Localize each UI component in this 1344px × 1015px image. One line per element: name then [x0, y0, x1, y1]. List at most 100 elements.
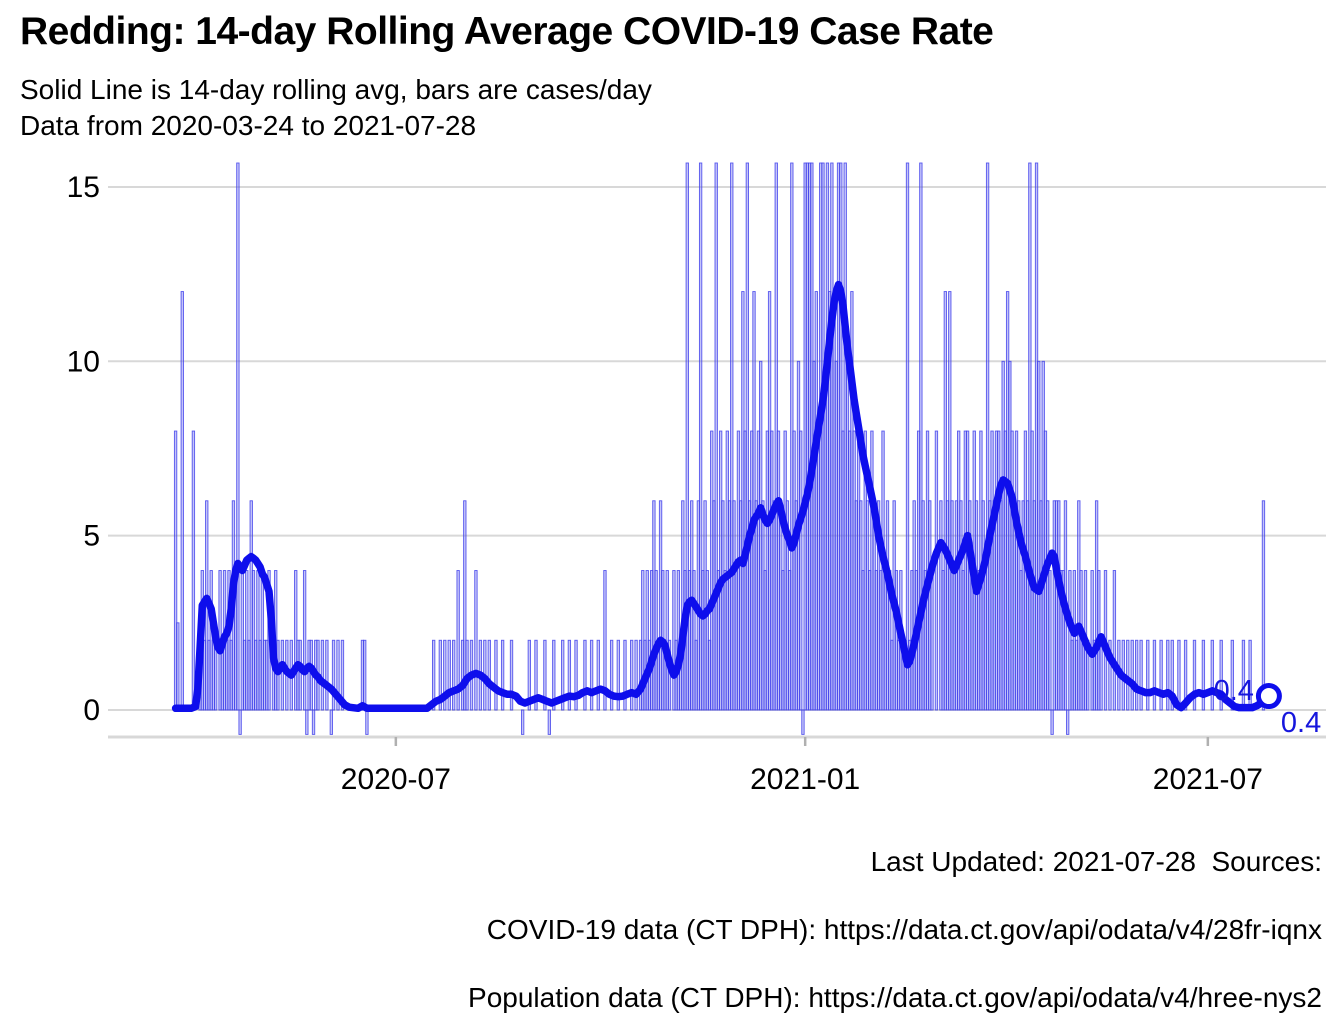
daily-cases-bar — [1066, 709, 1070, 735]
daily-cases-bar — [452, 639, 456, 711]
x-axis-tick-label: 2021-01 — [750, 763, 860, 796]
daily-cases-bar — [552, 639, 556, 711]
daily-cases-bar — [176, 622, 180, 711]
daily-cases-bar — [1135, 639, 1139, 711]
daily-cases-bar — [1099, 639, 1103, 711]
daily-cases-bar — [1050, 709, 1054, 735]
daily-cases-bar — [463, 500, 467, 711]
caption-source-covid: COVID-19 data (CT DPH): https://data.ct.… — [486, 914, 1322, 945]
daily-cases-bar — [930, 570, 934, 711]
caption-source-population: Population data (CT DPH): https://data.c… — [468, 982, 1322, 1013]
daily-cases-bar — [616, 639, 620, 711]
daily-cases-bar — [1112, 570, 1117, 711]
daily-cases-bar — [474, 570, 478, 711]
daily-cases-bar — [574, 639, 578, 711]
daily-cases-bar — [623, 639, 627, 711]
daily-cases-bar — [180, 291, 184, 711]
daily-cases-bar — [1170, 639, 1174, 711]
chart-caption: Last Updated: 2021-07-28 Sources: COVID-… — [468, 845, 1322, 1015]
daily-cases-bar — [1048, 570, 1052, 711]
daily-cases-bar — [934, 430, 939, 711]
daily-cases-bar — [329, 709, 333, 735]
daily-cases-bar — [1130, 639, 1134, 711]
y-axis-tick-label: 10 — [67, 345, 100, 378]
daily-cases-bar — [730, 162, 734, 711]
rolling-average-line — [171, 280, 1272, 713]
daily-cases-bar — [520, 709, 525, 735]
daily-cases-bar — [609, 639, 614, 711]
chart-subtitle-line2: Data from 2020-03-24 to 2021-07-28 — [20, 110, 477, 141]
daily-cases-bar — [340, 639, 345, 711]
daily-cases-bar — [1146, 639, 1150, 711]
daily-cases-bar — [456, 570, 460, 711]
endpoint-value-label-secondary: 0.4 — [1281, 707, 1321, 739]
daily-cases-bar — [714, 162, 718, 711]
endpoint-open-circle-marker — [1255, 683, 1282, 710]
daily-cases-bar — [298, 639, 302, 711]
daily-cases-bar — [698, 162, 703, 711]
daily-cases-bar — [305, 709, 309, 735]
daily-cases-bar — [801, 709, 805, 735]
daily-cases-bar — [685, 162, 689, 711]
daily-cases-bar — [905, 162, 910, 711]
daily-cases-bar — [630, 639, 634, 711]
daily-cases-bar — [596, 639, 600, 711]
daily-cases-bar — [331, 639, 336, 711]
daily-cases-bar — [1230, 639, 1234, 711]
daily-cases-bar — [311, 709, 316, 735]
daily-cases-bar — [745, 162, 749, 711]
y-axis-tick-label: 0 — [83, 694, 100, 727]
daily-cases-bar — [236, 162, 240, 711]
daily-cases-bar — [547, 709, 551, 735]
caption-last-updated: Last Updated: 2021-07-28 Sources: — [870, 846, 1322, 877]
daily-cases-bar — [985, 162, 990, 711]
daily-cases-bar — [1219, 639, 1223, 711]
daily-cases-bar — [527, 639, 531, 711]
daily-cases-bar — [280, 639, 285, 711]
chart-title: Redding: 14-day Rolling Average COVID-19… — [20, 10, 994, 53]
daily-cases-bar — [509, 639, 514, 711]
daily-cases-bar — [1139, 639, 1143, 711]
daily-cases-bar — [363, 639, 367, 711]
daily-cases-bar — [1201, 639, 1206, 711]
daily-cases-bar — [432, 639, 436, 711]
daily-cases-bar — [191, 430, 196, 711]
endpoint-value-label: 0.4 — [1214, 675, 1254, 707]
daily-cases-bar — [919, 162, 923, 711]
daily-cases-bar — [583, 639, 587, 711]
daily-cases-bar — [589, 639, 594, 711]
daily-cases-bar — [487, 639, 491, 711]
daily-cases-bar — [543, 639, 547, 711]
daily-cases-bar — [238, 709, 242, 735]
chart-canvas: 0 5 10 15 2020-07 2021-01 2021-07 0.4 0.4 — [67, 162, 1326, 796]
chart-subtitle-line1: Solid Line is 14-day rolling avg, bars a… — [20, 74, 652, 105]
daily-cases-bar — [1183, 639, 1188, 711]
daily-cases-bar — [500, 639, 505, 711]
daily-cases-bar — [336, 639, 340, 711]
daily-cases-bar — [603, 570, 607, 711]
daily-cases-bar — [1210, 639, 1214, 711]
daily-cases-bar — [799, 430, 803, 711]
daily-cases-bar — [1261, 500, 1266, 711]
daily-cases-bar — [302, 570, 307, 711]
x-axis-tick-label: 2021-07 — [1153, 763, 1263, 796]
daily-cases-bar — [365, 709, 369, 735]
daily-cases-bar — [494, 639, 498, 711]
daily-cases-bar — [1166, 639, 1170, 711]
daily-cases-bar — [1192, 639, 1197, 711]
daily-cases-bar — [534, 639, 538, 711]
y-axis-tick-label: 5 — [83, 520, 100, 553]
daily-cases-bar — [1152, 639, 1157, 711]
daily-cases-bar — [447, 639, 451, 711]
daily-cases-bar — [443, 639, 447, 711]
daily-cases-bar — [320, 639, 325, 711]
x-axis-tick-label: 2020-07 — [341, 763, 451, 796]
daily-cases-bar — [438, 639, 442, 711]
daily-cases-bar — [1159, 639, 1163, 711]
daily-cases-bar — [325, 639, 329, 711]
daily-cases-bar — [1108, 639, 1112, 711]
daily-cases-bar — [561, 639, 565, 711]
daily-cases-bar — [567, 639, 572, 711]
y-axis-tick-label: 15 — [67, 171, 100, 204]
daily-cases-bar — [634, 639, 638, 711]
